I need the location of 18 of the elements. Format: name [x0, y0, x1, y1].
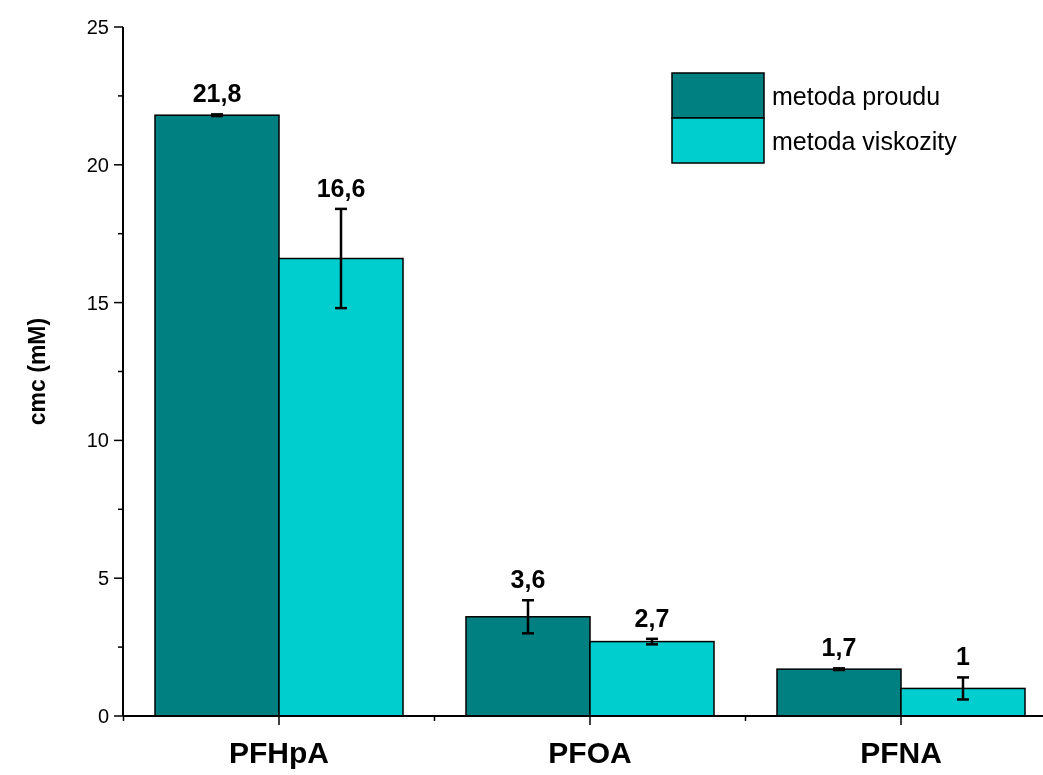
data-label: 2,7	[634, 603, 670, 632]
data-label: 3,6	[510, 565, 546, 594]
y-tick-label: 15	[86, 291, 109, 314]
data-label: 1	[956, 642, 971, 671]
y-tick-label: 20	[86, 153, 109, 176]
y-tick-label: 5	[97, 567, 109, 590]
legend-label: metoda proudu	[772, 81, 941, 110]
x-tick-label: PFHpA	[229, 736, 329, 769]
x-tick-label: PFNA	[860, 736, 942, 769]
y-tick-label: 25	[86, 16, 109, 38]
y-axis-title: cmc (mM)	[24, 317, 50, 426]
x-tick-label: PFOA	[548, 736, 632, 769]
y-tick-label: 0	[97, 705, 109, 727]
data-label: 16,6	[316, 173, 366, 202]
y-tick-label: 10	[86, 429, 109, 452]
data-label: 21,8	[192, 79, 242, 108]
data-label: 1,7	[821, 633, 857, 662]
legend-label: metoda viskozity	[772, 126, 958, 155]
